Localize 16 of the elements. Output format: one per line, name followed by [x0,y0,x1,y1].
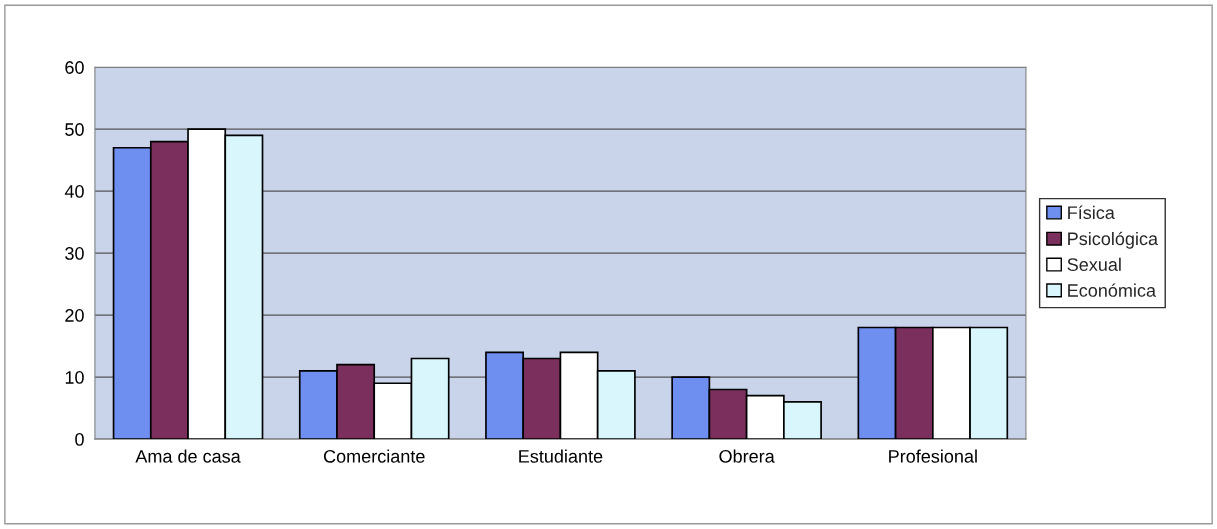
x-tick-label: Profesional [889,449,977,463]
y-tick-label: 10 [65,371,84,384]
x-tick-label: Ama de casa [135,449,241,463]
legend-label: Sexual [1067,257,1121,272]
x-tick-label: Estudiante [519,449,603,463]
y-tick-label: 40 [64,185,84,198]
y-tick-label: 50 [65,123,84,136]
y-tick-label: 20 [65,309,84,322]
y-tick-label: 30 [65,247,84,260]
y-tick-label: 0 [75,433,84,446]
legend-label: Física [1068,205,1115,220]
x-tick-label: Comerciante [323,449,425,463]
legend-label: Económica [1068,283,1157,297]
y-tick-label: 60 [65,61,84,74]
x-tick-label: Obrera [719,449,775,463]
legend-label: Psicológica [1068,231,1159,249]
